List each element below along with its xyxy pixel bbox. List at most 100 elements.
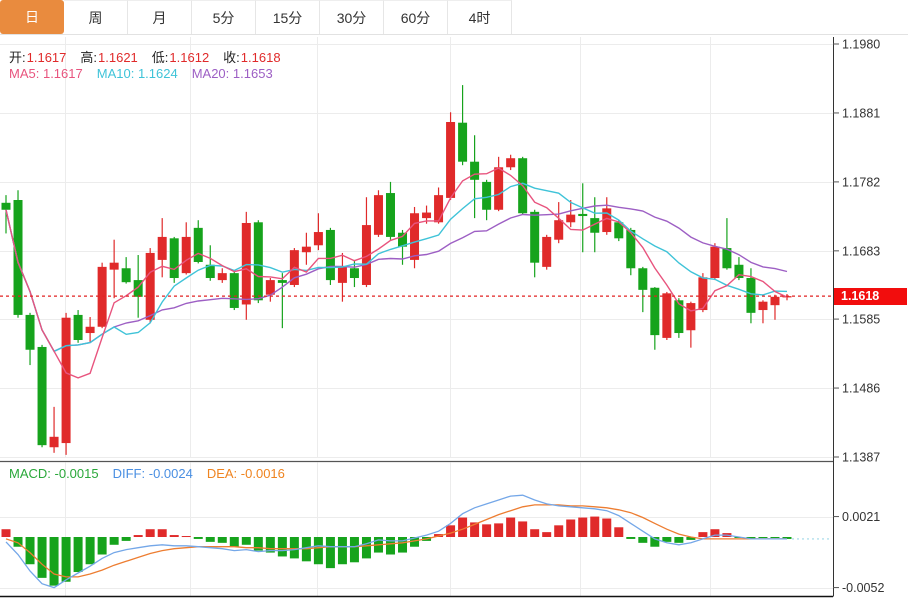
candle-body	[61, 317, 71, 444]
candle-body	[422, 212, 432, 219]
macd-bar	[337, 537, 347, 565]
macd-bar	[181, 536, 191, 538]
ma20-line	[5, 204, 788, 353]
macd-bar	[650, 537, 660, 547]
tab-day[interactable]: 日	[0, 0, 64, 34]
macd-legend: MACD: -0.0015 DIFF: -0.0024 DEA: -0.0016	[9, 466, 299, 481]
macd-bar	[361, 537, 371, 559]
candle-body	[229, 273, 239, 308]
candle-body	[614, 222, 624, 239]
macd-bar	[145, 529, 155, 537]
macd-bar	[698, 532, 708, 537]
candle-body	[482, 181, 492, 210]
macd-bar	[602, 518, 612, 537]
candle-body	[446, 122, 456, 198]
candle-body	[662, 293, 672, 338]
tab-4hour[interactable]: 4时	[448, 0, 512, 34]
macd-bar	[638, 537, 648, 543]
price-axis-label: 1.1782	[842, 175, 880, 189]
candle-body	[361, 225, 371, 285]
macd-bar	[121, 537, 131, 541]
macd-bar	[518, 521, 528, 537]
macd-bar	[49, 537, 59, 586]
candle-body	[398, 232, 408, 247]
close-value: 收:1.1618	[223, 50, 281, 65]
macd-bar	[494, 523, 504, 537]
candle-body	[674, 300, 684, 334]
candle-body	[734, 264, 744, 279]
candle-body	[770, 296, 780, 306]
tab-30min[interactable]: 30分	[320, 0, 384, 34]
price-axis-label: 1.1486	[842, 382, 880, 396]
candle-body	[205, 264, 215, 279]
macd-bar	[241, 537, 251, 545]
candle-body	[385, 193, 395, 237]
ma5-line	[5, 167, 788, 379]
tab-5min[interactable]: 5分	[192, 0, 256, 34]
candle-body	[157, 236, 167, 260]
macd-bar	[410, 537, 420, 547]
dea-value: DEA: -0.0016	[206, 466, 285, 481]
macd-bar	[1, 529, 11, 537]
macd-bar	[349, 537, 359, 563]
macd-bar	[554, 525, 564, 537]
ma20-value: MA20: 1.1653	[191, 66, 273, 81]
price-axis-label: 1.1980	[842, 38, 880, 52]
low-value: 低:1.1612	[151, 50, 210, 65]
candle-body	[277, 280, 287, 283]
candle-body	[181, 236, 191, 274]
high-value: 高:1.1621	[80, 50, 138, 65]
candle-body	[265, 280, 275, 295]
candle-body	[145, 252, 155, 320]
tab-month[interactable]: 月	[128, 0, 192, 34]
macd-bar	[289, 537, 299, 559]
ma10-value: MA10: 1.1624	[96, 66, 178, 81]
macd-bar	[61, 537, 71, 582]
macd-bar	[686, 537, 696, 540]
candle-body	[133, 280, 143, 297]
candle-body	[97, 266, 107, 327]
price-axis-label: 1.1585	[842, 313, 880, 327]
candle-body	[530, 211, 540, 263]
ma-legend: MA5: 1.1617 MA10: 1.1624 MA20: 1.1653	[9, 66, 287, 81]
candle-body	[638, 268, 648, 290]
macd-bar	[398, 537, 408, 553]
macd-bar	[482, 524, 492, 537]
price-axis-label: 1.1683	[842, 244, 880, 258]
macd-bar	[253, 537, 263, 551]
diff-value: DIFF: -0.0024	[112, 466, 193, 481]
candle-body	[470, 161, 480, 180]
current-price-badge: 1.1618	[834, 288, 907, 305]
diff-line	[5, 494, 787, 589]
candle-body	[337, 266, 347, 283]
macd-bar	[313, 537, 323, 565]
candle-body	[410, 213, 420, 260]
macd-bar	[385, 537, 395, 555]
candle-body	[313, 232, 323, 246]
macd-bar	[325, 537, 335, 569]
macd-bar	[758, 537, 768, 538]
candle-body	[193, 227, 203, 262]
candle-body	[578, 213, 588, 217]
macd-bar	[265, 537, 275, 553]
candle-body	[722, 248, 732, 269]
candle-body	[626, 229, 636, 269]
candle-body	[686, 303, 696, 331]
macd-bar	[193, 537, 203, 539]
tab-60min[interactable]: 60分	[384, 0, 448, 34]
candle-body	[169, 238, 179, 279]
macd-bar	[277, 537, 287, 557]
candle-body	[37, 346, 47, 446]
macd-bar	[85, 537, 95, 565]
candle-body	[217, 273, 227, 281]
macd-bar	[746, 537, 756, 539]
tab-15min[interactable]: 15分	[256, 0, 320, 34]
tab-week[interactable]: 周	[64, 0, 128, 34]
candle-body	[241, 222, 251, 305]
open-value: 开:1.1617	[9, 50, 67, 65]
macd-axis-label: 0.0021	[842, 510, 880, 524]
macd-bar	[578, 517, 588, 537]
ma10-line	[5, 182, 788, 353]
candle-body	[710, 246, 720, 279]
candle-body	[73, 314, 83, 340]
